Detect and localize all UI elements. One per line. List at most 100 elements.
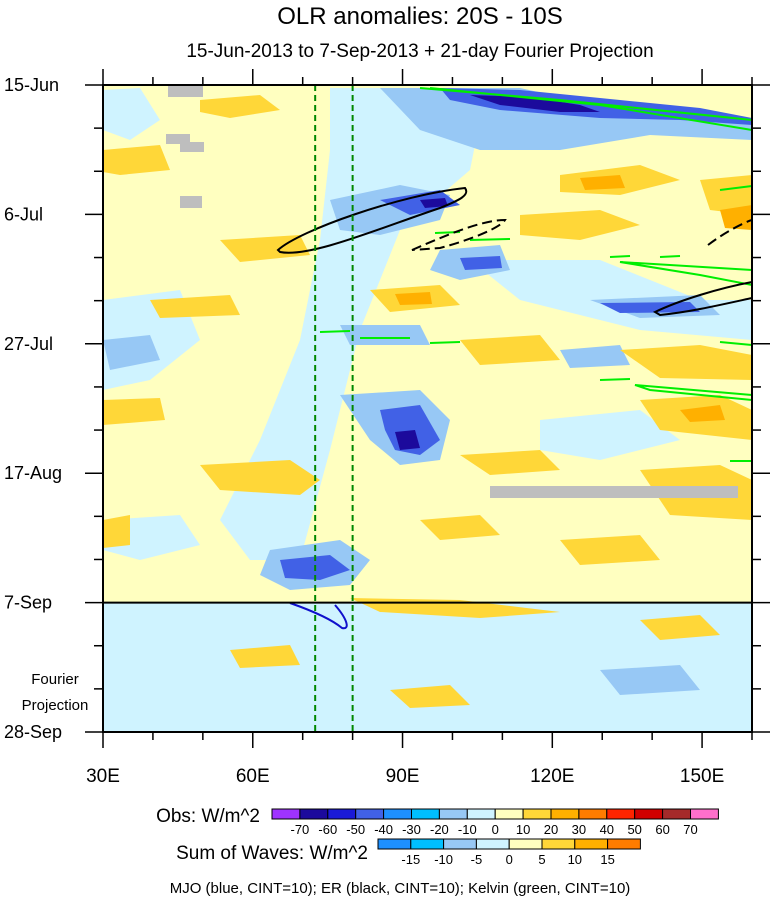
y-tick-label: 15-Jun (4, 75, 59, 95)
kelvin-contour (609, 255, 681, 258)
blue-region (460, 256, 502, 270)
orange-anomaly-regions (395, 175, 752, 422)
legend-swatch (383, 808, 413, 820)
legend-tick-label: 10 (516, 822, 530, 837)
legend-swatch (377, 838, 412, 850)
blue-region (103, 335, 160, 370)
warm-region (220, 235, 310, 262)
x-tick-label: 30E (86, 766, 120, 787)
blue-region (340, 325, 430, 345)
plot-frame (102, 84, 753, 733)
blue-region (600, 302, 700, 313)
missing-data-patch (166, 134, 190, 144)
warm-region (395, 292, 432, 305)
waves-legend: -15 -10 -5 0 5 10 15 (377, 838, 641, 867)
legend-swatch (606, 808, 636, 820)
kelvin-contour (619, 261, 752, 287)
legend-swatch (494, 808, 524, 820)
legend-tick-label: 50 (627, 822, 641, 837)
legend-tick-label: -10 (434, 852, 453, 867)
y-tick-label: 7-Sep (4, 593, 52, 613)
legend-tick-label: 0 (492, 822, 499, 837)
legend-swatch (411, 808, 440, 820)
warm-region (200, 95, 280, 118)
waves-legend-label: Sum of Waves: W/m^2 (176, 843, 368, 864)
mjo-contours (289, 602, 348, 630)
warm-region (460, 450, 560, 475)
y-axis: 15-Jun 6-Jul 27-Jul 17-Aug 7-Sep 28-Sep (4, 75, 770, 742)
legend-swatch (355, 808, 385, 820)
warm-region (720, 205, 752, 230)
kelvin-contour (719, 185, 752, 191)
legend-swatch (690, 808, 719, 820)
warm-region (460, 335, 560, 365)
blue-region (540, 410, 680, 460)
warm-region (103, 398, 165, 425)
warm-region (390, 685, 470, 708)
contour-footer: MJO (blue, CINT=10); ER (black, CINT=10)… (170, 880, 631, 897)
kelvin-contour (319, 330, 461, 344)
legend-swatch (299, 808, 329, 820)
blue-region (420, 198, 448, 208)
x-tick-label: 120E (530, 766, 574, 787)
warm-region (640, 615, 720, 640)
legend-swatch (271, 808, 301, 820)
y-tick-label: 6-Jul (4, 204, 43, 224)
warm-region (680, 405, 725, 422)
legend-tick-label: 5 (538, 852, 545, 867)
legend-tick-label: -15 (401, 852, 420, 867)
reference-longitude-lines (314, 85, 354, 732)
warm-region (520, 210, 640, 240)
kelvin-contour (719, 341, 752, 346)
chart-title: OLR anomalies: 20S - 10S (277, 3, 562, 30)
warm-region (560, 535, 660, 565)
y-tick-label: 28-Sep (4, 722, 62, 742)
projection-label-line1: Fourier (31, 671, 79, 688)
legend-swatch (541, 838, 576, 850)
legend-swatch (662, 808, 691, 820)
legend-swatch (475, 838, 510, 850)
legend-tick-label: -10 (458, 822, 477, 837)
blue-region (395, 430, 420, 450)
missing-data-patch (180, 142, 204, 152)
blue-region (103, 88, 160, 140)
legend-tick-label: 60 (655, 822, 669, 837)
er-contour (411, 218, 507, 251)
y-tick-label: 27-Jul (4, 334, 53, 354)
legend-tick-label: 20 (544, 822, 558, 837)
darkest-blue-regions (395, 95, 600, 450)
missing-data-patch (490, 486, 738, 498)
missing-data (166, 85, 738, 498)
legend-swatch (634, 808, 664, 820)
warm-region (150, 295, 240, 318)
legend-tick-label: -70 (291, 822, 310, 837)
legend-tick-label: 0 (506, 852, 513, 867)
warm-region (420, 515, 500, 540)
warm-region (230, 645, 300, 668)
x-tick-label: 60E (236, 766, 270, 787)
legend-swatch (438, 808, 468, 820)
legend-tick-label: -5 (471, 852, 483, 867)
legend-tick-label: 15 (600, 852, 614, 867)
projection-label-line2: Projection (22, 697, 89, 714)
x-axis: 30E 60E 90E 120E 150E (86, 69, 753, 787)
x-tick-label: 150E (680, 766, 724, 787)
warm-region (103, 145, 170, 175)
warm-region (103, 515, 130, 548)
legend-tick-label: 10 (568, 852, 582, 867)
legend-tick-label: 70 (683, 822, 697, 837)
missing-data-patch (180, 196, 202, 208)
kelvin-contour (469, 238, 511, 241)
warm-region (700, 175, 752, 215)
legend-tick-label: -50 (346, 822, 365, 837)
x-tick-label: 90E (386, 766, 420, 787)
mjo-contour (289, 602, 348, 630)
kelvin-contour (419, 87, 752, 131)
legend-swatch (522, 808, 552, 820)
obs-legend-label: Obs: W/m^2 (156, 806, 260, 827)
plot-area (103, 85, 752, 732)
blue-region (560, 345, 630, 368)
obs-legend: -70 -60 -50 -40 -30 -20 -10 0 10 20 30 40 50 60 70 (271, 808, 719, 837)
legend-swatch (550, 808, 580, 820)
